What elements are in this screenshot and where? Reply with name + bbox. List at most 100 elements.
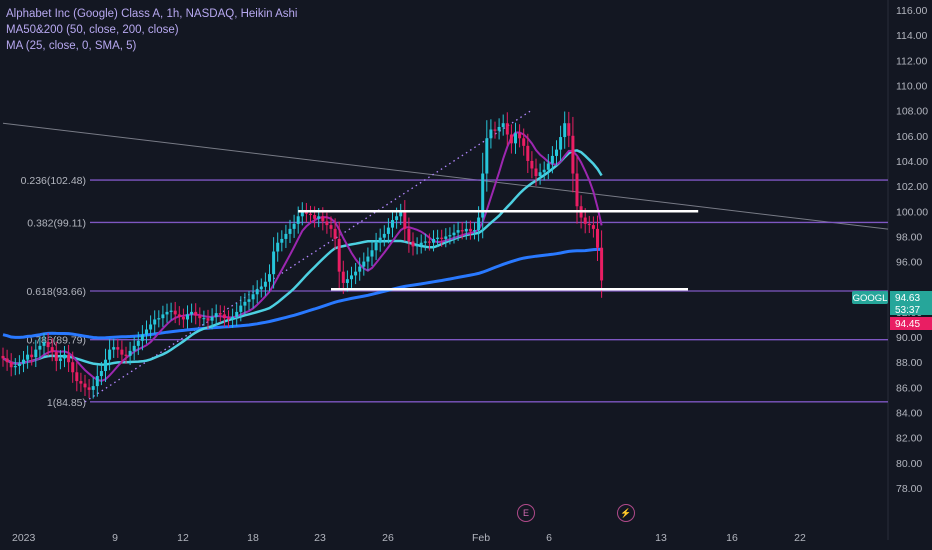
candle-body — [255, 289, 259, 295]
candle-body — [481, 173, 485, 218]
candle-body — [284, 233, 288, 239]
price-tick-8: 100.00 — [896, 206, 928, 218]
ticker-badge — [852, 291, 888, 304]
candle-body — [99, 371, 103, 377]
price-tick-17: 80.00 — [896, 458, 922, 470]
candle-body — [67, 354, 71, 363]
candle-body — [42, 342, 46, 346]
candle-body — [386, 227, 390, 234]
candle-body — [95, 376, 99, 387]
candle-body — [378, 237, 382, 243]
candle-body — [477, 217, 481, 231]
fib-label-0: 0.236(102.48) — [21, 175, 86, 187]
candle-body — [567, 123, 571, 136]
time-tick-0: 2023 — [12, 532, 36, 544]
candle-body — [325, 221, 329, 226]
candle-body — [542, 169, 546, 173]
fib-label-3: 0.786(89.79) — [26, 335, 86, 347]
candle-body — [210, 316, 214, 321]
candle-body — [509, 134, 513, 144]
candle-body — [124, 354, 128, 356]
dividend-icon[interactable]: ⚡ — [617, 504, 635, 522]
candle-body — [497, 126, 501, 131]
ticker-label: GOOGL — [853, 293, 888, 304]
candle-body — [22, 359, 25, 364]
time-tick-5: 26 — [382, 532, 394, 544]
time-tick-6: Feb — [472, 532, 490, 544]
candle-body — [120, 349, 124, 355]
candle-body — [501, 123, 505, 127]
candle-body — [370, 250, 374, 257]
candle-body — [403, 212, 407, 229]
candle-body — [313, 215, 317, 219]
candle-body — [157, 318, 161, 320]
candle-body — [505, 123, 509, 135]
last-price-badge — [890, 291, 932, 315]
candle-body — [452, 232, 456, 236]
candle-body — [350, 275, 353, 280]
candle-body — [227, 318, 230, 320]
candle-body — [522, 138, 526, 146]
candle-body — [239, 305, 243, 312]
candle-body — [206, 318, 210, 321]
ma50-line — [2, 149, 603, 366]
candle-body — [38, 345, 42, 350]
candle-body — [54, 352, 58, 361]
candle-body — [309, 213, 312, 216]
candle-body — [34, 349, 38, 358]
candle-body — [391, 220, 394, 228]
candle-body — [13, 365, 17, 368]
fib-label-1: 0.382(99.11) — [27, 217, 86, 229]
legend-ma50-200-line[interactable]: MA50&200 (50, close, 200, close) — [6, 24, 179, 36]
candle-body — [382, 233, 386, 238]
legend-symbol-line[interactable]: Alphabet Inc (Google) Class A, 1h, NASDA… — [6, 8, 298, 20]
price-tick-13: 88.00 — [896, 357, 922, 369]
candle-body — [419, 242, 423, 246]
candle-body — [83, 383, 87, 388]
candle-body — [108, 349, 112, 360]
time-tick-9: 16 — [726, 532, 738, 544]
candle-body — [530, 160, 534, 169]
candle-body — [514, 133, 517, 144]
candle-body — [366, 256, 370, 262]
countdown-label: 53:37 — [895, 305, 920, 316]
candle-body — [362, 261, 366, 267]
price-tick-1: 114.00 — [896, 30, 927, 42]
channel-line — [84, 110, 532, 403]
candle-body — [587, 223, 591, 226]
candle-body — [591, 225, 595, 229]
earnings-icon[interactable]: E — [517, 504, 535, 522]
candle-body — [198, 315, 202, 319]
candle-body — [79, 381, 83, 384]
price-tick-18: 78.00 — [896, 483, 922, 495]
candle-body — [263, 281, 267, 287]
candle-body — [132, 345, 136, 351]
legend-ma25-line[interactable]: MA (25, close, 0, SMA, 5) — [6, 40, 137, 52]
candle-body — [546, 163, 550, 170]
fib-label-4: 1(84.85) — [47, 397, 86, 409]
time-tick-4: 23 — [314, 532, 326, 544]
candle-body — [280, 238, 284, 243]
candle-body — [186, 314, 189, 320]
candle-body — [161, 314, 165, 319]
candle-body — [337, 238, 341, 272]
candle-body — [202, 318, 206, 320]
ma25-line — [2, 131, 603, 382]
candle-body — [268, 274, 271, 282]
candle-body — [58, 358, 62, 361]
candle-body — [165, 311, 169, 315]
candle-body — [493, 129, 497, 131]
candle-body — [423, 241, 427, 243]
price-tick-10: 96.00 — [896, 257, 922, 269]
candle-body — [321, 216, 325, 222]
candle-body — [181, 316, 185, 320]
candle-body — [358, 266, 362, 272]
candle-body — [173, 310, 177, 315]
candle-body — [5, 358, 9, 363]
candle-body — [317, 216, 321, 219]
candle-body — [345, 279, 349, 283]
candle-body — [87, 387, 91, 390]
current-price-badge — [890, 317, 932, 330]
candle-body — [251, 294, 255, 300]
